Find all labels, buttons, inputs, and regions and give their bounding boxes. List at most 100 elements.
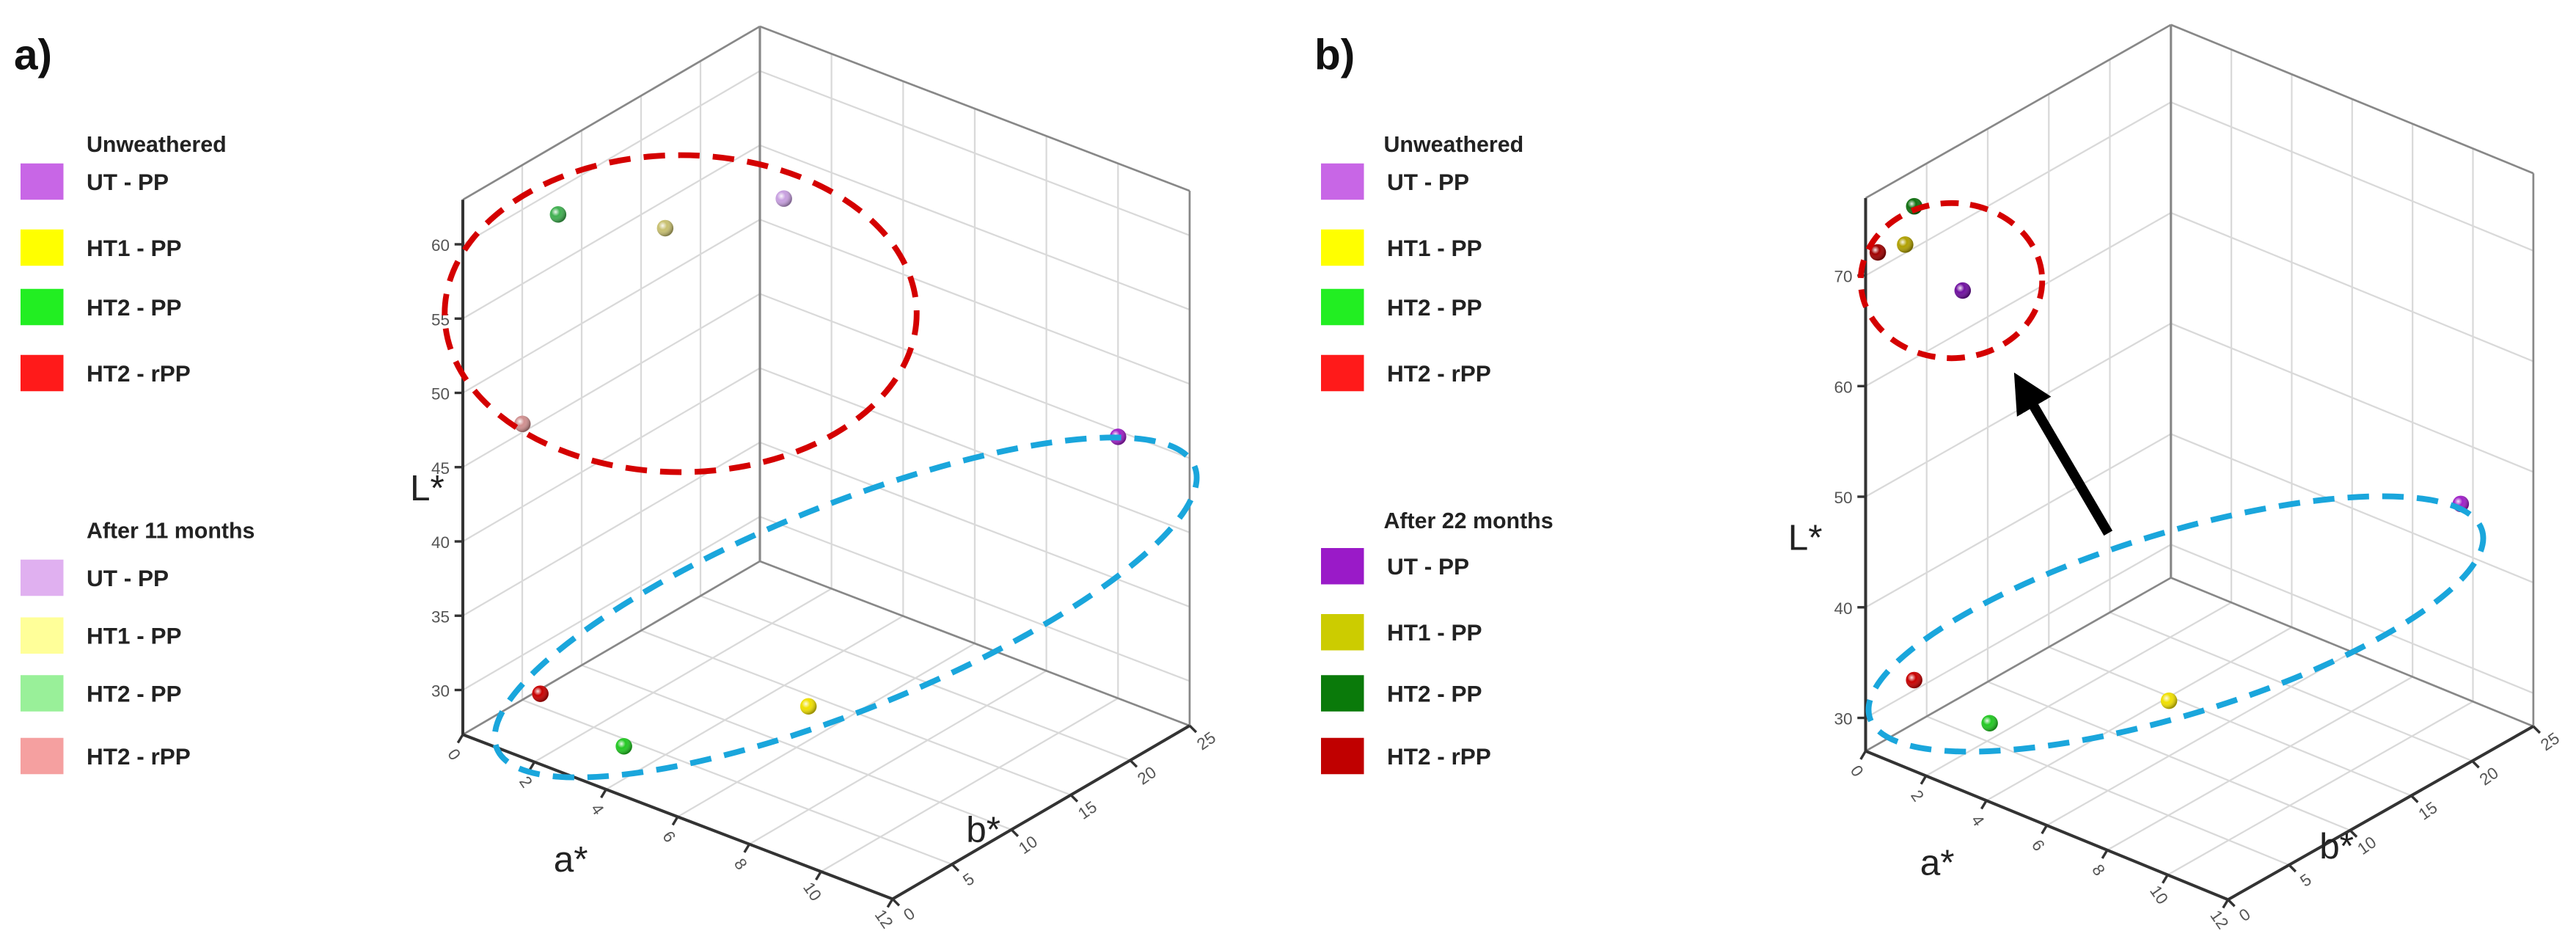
floor-gridline	[522, 698, 953, 866]
data-point-highlight	[513, 415, 531, 433]
floor-gridline	[534, 588, 833, 763]
x-tick	[886, 898, 894, 908]
floor-gridline	[2046, 651, 2353, 826]
y-tick-label: 25	[1193, 729, 1219, 754]
legend-swatch	[21, 559, 64, 596]
floor-gridline	[2110, 611, 2473, 762]
data-point-highlight	[615, 737, 632, 755]
legend-label: HT2 - rPP	[1387, 360, 1491, 387]
wall-gridline	[2170, 433, 2534, 584]
data-point-highlight	[656, 219, 674, 237]
y-axis-title: b*	[2319, 826, 2354, 866]
legend-label: HT2 - rPP	[87, 743, 191, 770]
legend-group-title: After 11 months	[87, 519, 255, 544]
wall-gridline	[759, 144, 1190, 311]
x-tick-label: 10	[799, 879, 825, 905]
panel-label-b: b)	[1314, 32, 1355, 79]
y-axis	[891, 724, 1190, 901]
wall-gridline	[759, 367, 1190, 533]
legend-label: HT2 - PP	[1387, 680, 1482, 707]
legend-swatch	[1321, 548, 1364, 585]
legend-label: UT - PP	[87, 565, 169, 591]
legend-label: HT1 - PP	[87, 623, 182, 649]
data-point-highlight	[2160, 692, 2178, 709]
wall-gridline	[2170, 544, 2534, 694]
y-tick	[1129, 759, 1138, 768]
x-tick	[2041, 825, 2048, 835]
z-tick-label: 40	[1834, 599, 1852, 618]
z-tick-label: 35	[431, 607, 450, 626]
x-tick	[743, 843, 751, 853]
legend-label: HT1 - PP	[1387, 619, 1482, 646]
wall-gridline	[2170, 322, 2534, 473]
unweathered-group-ellipse	[1865, 493, 2487, 755]
weathering-arrow	[2013, 372, 2113, 536]
floor-gridline	[2167, 701, 2474, 876]
legend-swatch	[1321, 288, 1364, 326]
floor-gridline	[1925, 602, 2232, 777]
y-axis-title: b*	[966, 810, 1000, 850]
z-axis-title: L*	[410, 468, 444, 508]
wall-gridline	[759, 516, 1190, 682]
legend-label: HT1 - PP	[87, 235, 182, 261]
legend-b: Unweathered After 22 months	[1384, 133, 1554, 533]
z-tick-label: 60	[1834, 378, 1852, 396]
floor-gridline	[700, 595, 1131, 762]
wall-gridline	[462, 145, 761, 320]
wall-gridline	[1865, 433, 2172, 608]
y-tick	[2471, 760, 2480, 769]
panel-a: a) Unweathered After 11 months 303540455…	[14, 25, 1219, 931]
z-tick-label: 30	[1834, 710, 1852, 729]
floor-gridline	[2048, 646, 2412, 797]
legend-label: UT - PP	[87, 169, 169, 195]
x-tick-label: 4	[588, 800, 608, 819]
legend-label: HT2 - PP	[1387, 294, 1482, 321]
x-tick	[815, 871, 822, 881]
x-tick-label: 10	[2146, 882, 2172, 908]
z-tick-label: 30	[431, 682, 450, 701]
top-edge	[1865, 23, 2172, 200]
floor-gridline	[677, 643, 976, 818]
x-tick	[671, 816, 679, 826]
floor-gridline	[1926, 715, 2290, 866]
y-tick	[1010, 828, 1020, 838]
y-tick-label: 15	[2415, 798, 2441, 824]
wall-gridline	[1865, 322, 2172, 498]
data-point-highlight	[1906, 671, 1922, 689]
y-tick	[1188, 724, 1198, 734]
floor-gridline	[640, 629, 1072, 796]
wall-gridline	[462, 219, 761, 394]
wall-gridline	[462, 293, 761, 468]
y-tick-label: 0	[900, 904, 918, 924]
wall-gridline	[2170, 101, 2534, 252]
y-tick-label: 10	[2354, 833, 2379, 858]
top-edge	[2170, 23, 2534, 175]
x-tick-label: 0	[444, 745, 464, 764]
legend-a: Unweathered After 11 months	[87, 133, 255, 544]
legend-label: HT2 - rPP	[87, 360, 191, 387]
z-tick-label: 50	[1834, 489, 1852, 507]
x-tick-label: 6	[659, 828, 679, 846]
legend-swatch	[1321, 354, 1364, 392]
y-tick	[2349, 829, 2358, 838]
x-axis-title: a*	[554, 839, 588, 880]
legend-swatch	[1321, 163, 1364, 200]
x-tick	[456, 734, 464, 744]
legend-swatch	[21, 288, 64, 326]
floor-gridline	[581, 664, 1012, 830]
data-point-highlight	[1869, 244, 1887, 261]
legend-swatch	[21, 163, 64, 200]
legend-swatch	[21, 617, 64, 654]
legend-swatch	[1321, 737, 1364, 775]
legend-label: UT - PP	[1387, 553, 1469, 580]
x-tick	[528, 761, 536, 771]
legend-group-title: Unweathered	[87, 133, 227, 157]
y-tick	[2227, 899, 2236, 908]
data-point-highlight	[1954, 282, 1972, 299]
x-tick	[2222, 899, 2230, 909]
y-tick	[2288, 864, 2297, 873]
y-tick	[2532, 725, 2542, 734]
unweathered-group-ellipse	[491, 434, 1200, 781]
